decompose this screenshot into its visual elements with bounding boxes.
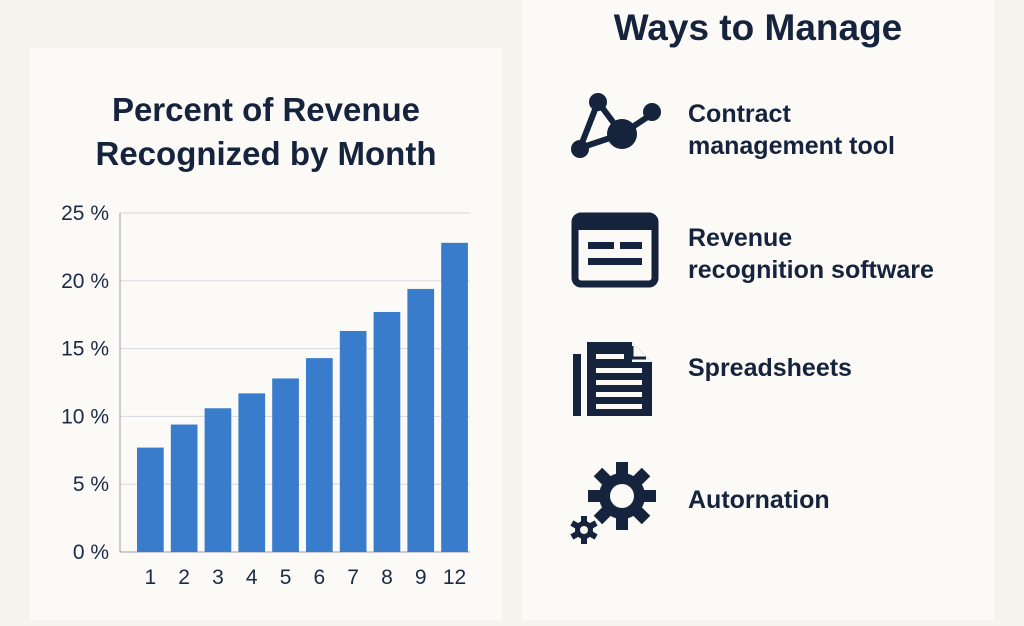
document-icon bbox=[573, 342, 652, 416]
network-nodes-icon bbox=[571, 93, 661, 158]
way-item-contract: Contract management tool bbox=[570, 88, 990, 178]
ways-title: Ways to Manage bbox=[613, 7, 903, 48]
x-tick-label: 9 bbox=[415, 566, 427, 589]
way-label-contract: Contract management tool bbox=[688, 98, 988, 162]
x-tick-label: 2 bbox=[178, 566, 190, 589]
x-tick-label: 8 bbox=[381, 566, 393, 589]
x-tick-label: 6 bbox=[314, 566, 326, 589]
way-label-spreadsheets-line-1: Spreadsheets bbox=[688, 354, 852, 382]
x-tick-label: 7 bbox=[347, 566, 359, 589]
way-label-software-line-2: recognition software bbox=[688, 256, 934, 284]
way-label-spreadsheets: Spreadsheets bbox=[688, 352, 988, 384]
bar bbox=[407, 288, 435, 552]
chart-title-line-2: Recognized by Month bbox=[95, 135, 437, 172]
bar bbox=[441, 242, 468, 552]
way-label-software-line-1: Revenue bbox=[688, 224, 793, 252]
bar bbox=[272, 378, 299, 552]
way-item-software: Revenue recognition software bbox=[570, 212, 990, 302]
chart-title-line-1: Percent of Revenue bbox=[111, 91, 421, 128]
way-label-contract-line-2: management tool bbox=[688, 132, 895, 160]
chart-title: Percent of Revenue Recognized by Month bbox=[30, 88, 502, 176]
way-label-automation-line-1: Autornation bbox=[688, 486, 830, 514]
way-item-automation: Autornation bbox=[570, 460, 990, 550]
bar bbox=[137, 447, 164, 552]
bar bbox=[373, 311, 401, 552]
y-tick-label: 20 % bbox=[61, 270, 109, 293]
bar bbox=[238, 393, 266, 552]
x-tick-label: 12 bbox=[443, 566, 466, 589]
x-tick-label: 5 bbox=[280, 566, 292, 589]
bar bbox=[339, 330, 367, 552]
x-tick-label: 4 bbox=[246, 566, 258, 589]
gears-icon bbox=[570, 462, 656, 544]
bar bbox=[204, 408, 232, 552]
way-label-automation: Autornation bbox=[688, 484, 988, 516]
y-tick-label: 5 % bbox=[73, 473, 109, 496]
bar bbox=[170, 424, 198, 552]
bar bbox=[306, 358, 333, 552]
y-tick-label: 10 % bbox=[61, 405, 109, 428]
y-tick-label: 25 % bbox=[61, 202, 109, 225]
y-tick-label: 15 % bbox=[61, 338, 109, 361]
x-tick-label: 1 bbox=[145, 566, 157, 589]
software-window-icon bbox=[571, 212, 659, 288]
way-label-software: Revenue recognition software bbox=[688, 222, 988, 286]
y-tick-label: 0 % bbox=[73, 541, 109, 564]
way-label-contract-line-1: Contract bbox=[688, 100, 791, 128]
way-item-spreadsheets: Spreadsheets bbox=[570, 338, 990, 428]
x-tick-label: 3 bbox=[212, 566, 224, 589]
